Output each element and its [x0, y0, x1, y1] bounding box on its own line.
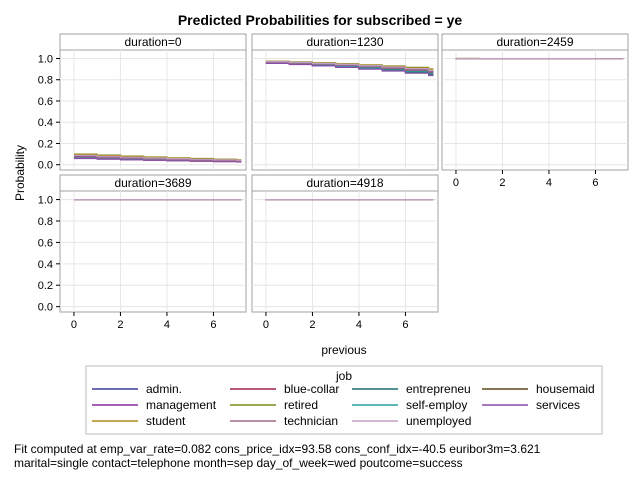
x-tick-label: 6 — [402, 319, 408, 331]
plot-area — [251, 190, 439, 313]
y-tick-label: 0.6 — [38, 96, 53, 108]
legend-label: technician — [284, 414, 338, 428]
legend-label: entrepreneu — [406, 382, 471, 396]
legend-label: retired — [284, 398, 318, 412]
panel-header-label: duration=1230 — [306, 35, 383, 49]
panel-4: duration=3689 0.0 0.2 0.4 0.6 0.8 1.0 0 2 4 6 — [38, 174, 247, 331]
series-line-technician — [74, 156, 242, 162]
legend-label: blue-collar — [284, 382, 339, 396]
legend-entry: housemaid — [482, 382, 595, 396]
x-tick-label: 0 — [453, 177, 459, 189]
series-line-services — [265, 62, 434, 77]
legend-entry: services — [482, 398, 580, 412]
y-tick-label: 0.2 — [38, 280, 53, 292]
y-tick-label: 0.6 — [38, 237, 53, 249]
legend-entry: admin. — [92, 382, 182, 396]
x-tick-label: 6 — [592, 177, 598, 189]
legend-label: management — [146, 398, 217, 412]
legend-label: admin. — [146, 382, 182, 396]
x-tick-label: 2 — [117, 319, 123, 331]
legend-label: student — [146, 414, 186, 428]
plot-area — [441, 49, 629, 171]
legend-entry: technician — [230, 414, 338, 428]
y-tick-label: 0.4 — [38, 117, 53, 129]
series-line-services — [74, 157, 242, 163]
footnote-line-1: Fit computed at emp_var_rate=0.082 cons_… — [14, 442, 541, 456]
legend-entry: entrepreneu — [352, 382, 471, 396]
panel-header-label: duration=4918 — [306, 176, 383, 190]
series-line-unemployed — [74, 154, 242, 161]
legend-box — [85, 365, 603, 435]
chart-title: Predicted Probabilities for subscribed =… — [178, 12, 463, 28]
legend-entry: blue-collar — [230, 382, 339, 396]
y-tick-label: 0.4 — [38, 259, 53, 271]
legend-label: self-employ — [406, 398, 467, 412]
y-tick-label: 0.2 — [38, 138, 53, 150]
panel-grid: duration=0 0.0 0.2 0.4 0.6 0.8 1.0 duration=123… — [38, 33, 629, 331]
panel-3: duration=2459 0 2 4 6 — [441, 33, 629, 189]
x-tick-label: 6 — [210, 319, 216, 331]
legend-title: job — [335, 369, 352, 383]
legend-label: housemaid — [536, 382, 595, 396]
x-tick-label: 4 — [546, 177, 552, 189]
legend-entry: retired — [230, 398, 318, 412]
y-axis-label: Probability — [13, 145, 27, 201]
y-tick-label: 0.0 — [38, 302, 53, 314]
plot-area — [59, 190, 247, 313]
panel-1: duration=0 0.0 0.2 0.4 0.6 0.8 1.0 — [38, 33, 247, 172]
panel-header-label: duration=3689 — [114, 176, 191, 190]
x-tick-label: 2 — [309, 319, 315, 331]
legend-label: services — [536, 398, 580, 412]
footnote-line-2: marital=single contact=telephone month=s… — [14, 456, 463, 470]
series-line-unemployed — [265, 61, 434, 71]
legend-entry: student — [92, 414, 186, 428]
y-tick-label: 0.0 — [38, 160, 53, 172]
y-tick-label: 0.8 — [38, 216, 53, 228]
y-tick-label: 1.0 — [38, 53, 53, 65]
panel-5: duration=4918 0 2 4 6 — [251, 174, 439, 331]
legend-entry: management — [92, 398, 217, 412]
x-axis-label: previous — [321, 343, 366, 357]
panel-2: duration=1230 — [251, 33, 439, 171]
legend-label: unemployed — [406, 414, 471, 428]
panel-header-label: duration=2459 — [496, 35, 573, 49]
x-tick-label: 4 — [356, 319, 362, 331]
panel-header-label: duration=0 — [124, 35, 181, 49]
x-tick-label: 0 — [71, 319, 77, 331]
y-tick-label: 1.0 — [38, 195, 53, 207]
x-tick-label: 0 — [263, 319, 269, 331]
x-tick-label: 4 — [164, 319, 170, 331]
plot-area — [59, 49, 247, 171]
legend-entries: admin. blue-collar entrepreneu housemaid man… — [92, 382, 595, 428]
legend-entry: unemployed — [352, 414, 471, 428]
y-tick-label: 0.8 — [38, 75, 53, 87]
x-tick-label: 2 — [499, 177, 505, 189]
legend-entry: self-employ — [352, 398, 467, 412]
